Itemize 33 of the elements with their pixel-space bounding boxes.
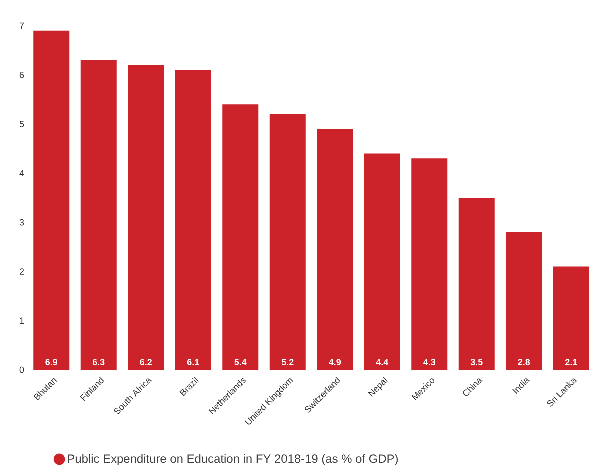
data-label: 4.3 [424, 359, 436, 366]
bar [458, 198, 495, 370]
data-label: 5.2 [282, 359, 294, 366]
y-tick-label: 4 [20, 170, 24, 177]
data-label: 2.1 [565, 359, 578, 366]
data-label: 4.9 [329, 359, 342, 366]
y-tick-label: 2 [20, 268, 24, 275]
y-tick-label: 1 [20, 318, 24, 324]
bar [128, 65, 164, 370]
bar [222, 104, 259, 370]
bar [506, 232, 542, 370]
y-tick-label: 3 [20, 219, 24, 226]
data-label: 6.2 [140, 359, 152, 366]
bar [270, 114, 306, 370]
data-label: 6.1 [187, 359, 200, 366]
legend-label: Public Expenditure on Education in FY 2018-19 (as % of GDP) [68, 454, 398, 466]
bar [412, 158, 448, 370]
y-tick-label: 0 [20, 366, 24, 374]
y-tick-label: 5 [20, 121, 24, 128]
data-label: 2.8 [518, 359, 530, 366]
bar [175, 70, 212, 370]
bar [317, 129, 354, 370]
bar [34, 30, 70, 370]
data-label: 5.4 [234, 359, 247, 366]
data-label: 6.9 [46, 359, 58, 366]
bar [553, 266, 590, 370]
bar [80, 60, 117, 370]
y-tick-label: 7 [20, 22, 24, 30]
data-label: 6.3 [92, 359, 105, 366]
data-label: 3.5 [470, 359, 483, 366]
y-tick-label: 6 [20, 72, 24, 78]
bar [364, 154, 400, 370]
data-label: 4.4 [376, 359, 389, 366]
